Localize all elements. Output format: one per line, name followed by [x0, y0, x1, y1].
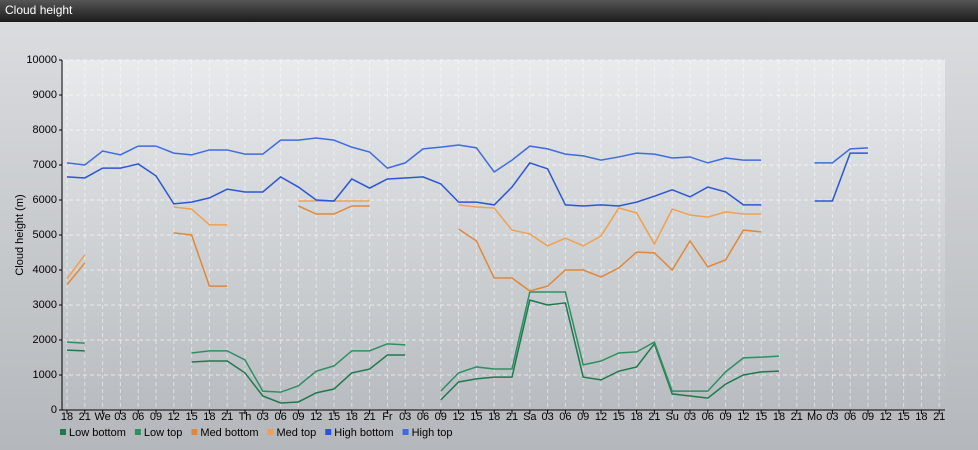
x-tick-label: 09 [862, 411, 874, 423]
legend-marker [267, 429, 274, 435]
x-tick-label: 18 [346, 411, 358, 423]
x-tick-label: 06 [844, 411, 856, 423]
legend-marker [60, 429, 66, 435]
legend-marker [402, 429, 409, 435]
legend-label: Low top [144, 427, 183, 439]
y-tick-label: 1000 [33, 369, 57, 381]
x-tick-label: We [94, 411, 110, 423]
x-tick-label: 18 [915, 411, 927, 423]
x-tick-label: Su [665, 411, 678, 423]
y-tick-label: 7000 [33, 159, 57, 171]
series-line [66, 152, 868, 207]
x-tick-label: 12 [310, 411, 322, 423]
legend-marker [134, 429, 141, 435]
series-line [66, 299, 780, 404]
y-tick-label: 10000 [26, 54, 57, 66]
x-tick-label: 06 [274, 411, 286, 423]
legend-label: Low bottom [69, 427, 126, 439]
x-tick-label: 18 [203, 411, 215, 423]
x-tick-label: 21 [791, 411, 803, 423]
x-tick-label: Mo [807, 411, 822, 423]
x-tick-label: 12 [880, 411, 892, 423]
series-line [66, 205, 762, 292]
x-tick-label: 09 [150, 411, 162, 423]
x-tick-label: 18 [630, 411, 642, 423]
x-tick-label: 18 [488, 411, 500, 423]
y-tick-label: 3000 [33, 299, 57, 311]
x-tick-label: 06 [559, 411, 571, 423]
x-tick-label: 12 [168, 411, 180, 423]
x-tick-label: 06 [702, 411, 714, 423]
x-tick-label: 15 [897, 411, 909, 423]
x-tick-label: 21 [933, 411, 945, 423]
x-tick-label: 03 [257, 411, 269, 423]
x-tick-label: 15 [328, 411, 340, 423]
x-tick-label: 21 [506, 411, 518, 423]
x-tick-label: 21 [363, 411, 375, 423]
y-tick-label: 9000 [33, 89, 57, 101]
y-axis-title: Cloud height (m) [14, 194, 26, 275]
x-tick-label: 03 [541, 411, 553, 423]
x-tick-label: 15 [470, 411, 482, 423]
x-tick-label: Sa [523, 411, 537, 423]
title-bar [0, 0, 978, 22]
x-tick-label: 12 [595, 411, 607, 423]
series-line [66, 200, 762, 280]
legend-label: High top [412, 427, 453, 439]
y-tick-label: 5000 [33, 229, 57, 241]
legend-label: High bottom [334, 427, 393, 439]
x-tick-label: 15 [755, 411, 767, 423]
legend-marker [191, 429, 198, 435]
x-tick-label: 21 [79, 411, 91, 423]
x-tick-label: 09 [292, 411, 304, 423]
x-tick-label: 03 [826, 411, 838, 423]
x-tick-label: 12 [452, 411, 464, 423]
x-tick-label: 06 [417, 411, 429, 423]
x-tick-label: 03 [684, 411, 696, 423]
x-tick-label: 03 [114, 411, 126, 423]
x-tick-label: 03 [399, 411, 411, 423]
x-tick-label: 18 [61, 411, 73, 423]
legend-marker [325, 429, 332, 435]
series-line [66, 137, 869, 174]
x-tick-label: 09 [577, 411, 589, 423]
x-tick-label: Th [239, 411, 252, 423]
chart-title: Cloud height [5, 3, 73, 17]
y-tick-label: 6000 [33, 194, 57, 206]
y-tick-label: 0 [51, 404, 57, 416]
x-tick-label: 15 [185, 411, 197, 423]
legend-label: Med bottom [200, 427, 258, 439]
x-tick-label: 18 [773, 411, 785, 423]
x-tick-label: 21 [221, 411, 233, 423]
y-tick-label: 8000 [33, 124, 57, 136]
y-tick-label: 2000 [33, 334, 57, 346]
x-tick-label: 15 [613, 411, 625, 423]
y-tick-label: 4000 [33, 264, 57, 276]
x-tick-label: 06 [132, 411, 144, 423]
legend-label: Med top [277, 427, 317, 439]
x-tick-label: 12 [737, 411, 749, 423]
x-tick-label: Fr [382, 411, 393, 423]
series-line [66, 291, 780, 393]
x-tick-label: 21 [648, 411, 660, 423]
x-tick-label: 09 [719, 411, 731, 423]
x-tick-label: 09 [435, 411, 447, 423]
